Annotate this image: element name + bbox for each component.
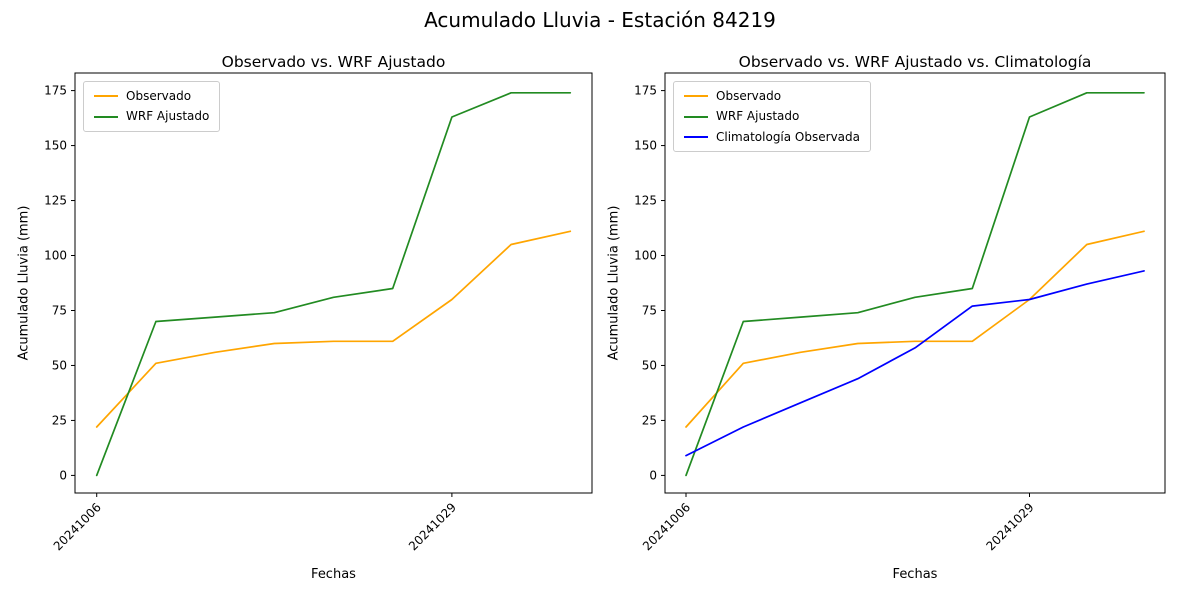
svg-text:20241029: 20241029: [406, 500, 459, 553]
legend-line-swatch: [684, 135, 708, 138]
legend-line-swatch: [94, 95, 118, 98]
svg-text:0: 0: [649, 468, 657, 482]
svg-text:100: 100: [44, 249, 67, 263]
svg-text:0: 0: [59, 468, 67, 482]
right-chart-title: Observado vs. WRF Ajustado vs. Climatolo…: [738, 53, 1092, 71]
left-chart: Observado vs. WRF Ajustado Acumulado Llu…: [0, 40, 600, 600]
svg-text:125: 125: [44, 194, 67, 208]
legend-item: Observado: [94, 89, 209, 103]
series-line-wrf-ajustado: [685, 91, 1145, 477]
legend-label: Observado: [126, 89, 192, 103]
legend-item: Climatología Observada: [684, 130, 860, 144]
legend-line-swatch: [684, 115, 708, 118]
tick-marks: [71, 90, 453, 497]
svg-text:50: 50: [642, 358, 657, 372]
svg-text:150: 150: [44, 139, 67, 153]
right-chart: Observado vs. WRF Ajustado vs. Climatolo…: [600, 40, 1200, 600]
svg-text:20241029: 20241029: [984, 500, 1037, 553]
left-chart-plot-area: 0 25 50 75 100 125 150 175 20241006 20241029: [44, 72, 593, 553]
svg-text:175: 175: [44, 84, 67, 98]
svg-text:150: 150: [634, 139, 657, 153]
legend-line-swatch: [684, 95, 708, 98]
series-line-wrf-ajustado: [95, 91, 572, 477]
svg-text:20241006: 20241006: [640, 500, 693, 553]
y-tick-labels: 0 25 50 75 100 125 150 175: [44, 84, 67, 483]
axes-frame: [74, 72, 593, 494]
legend-label: Climatología Observada: [716, 129, 860, 144]
svg-text:75: 75: [642, 303, 657, 317]
legend-line-swatch: [94, 115, 118, 118]
svg-text:25: 25: [52, 413, 67, 427]
series-line-climatolog-a-observada: [685, 270, 1145, 457]
svg-text:100: 100: [634, 249, 657, 263]
legend-item: WRF Ajustado: [94, 109, 209, 123]
x-tick-labels: 20241006 20241029: [51, 500, 459, 553]
right-chart-plot-area: 0 25 50 75 100 125 150 175 20241006 20241029: [634, 72, 1166, 553]
legend-label: Observado: [716, 89, 782, 103]
legend-label: WRF Ajustado: [716, 109, 800, 124]
legend-item: Observado: [684, 89, 860, 103]
tick-marks: [661, 90, 1030, 497]
axes-frame: [664, 72, 1166, 494]
y-tick-labels: 0 25 50 75 100 125 150 175: [634, 84, 657, 483]
left-chart-x-axis-label: Fechas: [311, 567, 356, 582]
x-tick-labels: 20241006 20241029: [640, 500, 1037, 553]
svg-text:20241006: 20241006: [51, 500, 104, 553]
legend-label: WRF Ajustado: [126, 109, 210, 124]
svg-text:50: 50: [52, 358, 67, 372]
legend-item: WRF Ajustado: [684, 109, 860, 123]
svg-text:75: 75: [52, 303, 67, 317]
figure-title: Acumulado Lluvia - Estación 84219: [424, 8, 776, 32]
series-line-observado: [685, 230, 1145, 428]
right-chart-legend: Observado WRF Ajustado Climatología Observ…: [673, 81, 871, 153]
svg-text:125: 125: [634, 194, 657, 208]
right-chart-x-axis-label: Fechas: [892, 567, 938, 582]
series-line-observado: [95, 230, 572, 428]
left-chart-title: Observado vs. WRF Ajustado: [221, 53, 446, 71]
svg-text:25: 25: [642, 413, 657, 427]
left-chart-legend: Observado WRF Ajustado: [83, 81, 221, 132]
svg-text:175: 175: [634, 84, 657, 98]
